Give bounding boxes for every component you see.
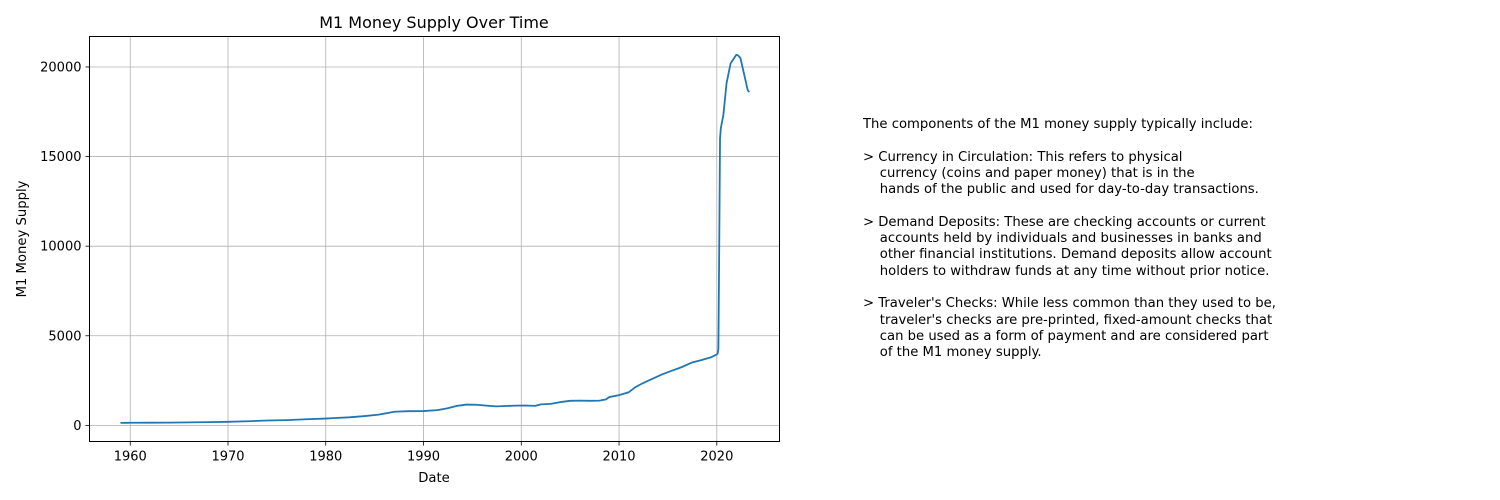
- m1-line-chart: M1 Money Supply Over Time 1960 1970 1980 19…: [15, 13, 780, 486]
- note-line: can be used as a form of payment and are…: [863, 328, 1269, 344]
- x-tick-label: 1960: [114, 450, 147, 465]
- note-line: hands of the public and used for day-to-…: [863, 182, 1259, 198]
- x-tick-label: 2000: [505, 450, 538, 465]
- note-line: traveler's checks are pre-printed, fixed…: [863, 312, 1273, 328]
- note-line: > Traveler's Checks: While less common t…: [863, 296, 1276, 312]
- note-line: > Currency in Circulation: This refers t…: [863, 149, 1183, 165]
- note-line: accounts held by individuals and busines…: [863, 231, 1262, 247]
- note-line: The components of the M1 money supply ty…: [863, 117, 1253, 132]
- note-spacer: [863, 133, 1423, 149]
- y-tick-label: 20000: [40, 60, 81, 75]
- note-line: holders to withdraw funds at any time wi…: [863, 263, 1270, 279]
- chart-title: M1 Money Supply Over Time: [319, 13, 549, 32]
- note-line: > Demand Deposits: These are checking ac…: [863, 214, 1266, 230]
- grid: [89, 36, 780, 442]
- x-tick-label: 1990: [407, 450, 440, 465]
- note-spacer: [863, 198, 1423, 214]
- x-tick-label: 1970: [211, 450, 244, 465]
- x-axis-ticks: 1960 1970 1980 1990 2000 2010 2020: [114, 441, 733, 465]
- plot-frame: [89, 36, 780, 442]
- series-line: [120, 53, 751, 424]
- note-line: of the M1 money supply.: [863, 345, 1042, 361]
- y-tick-label: 0: [73, 419, 81, 434]
- y-axis-ticks: 0 5000 10000 15000 20000: [40, 60, 90, 434]
- y-tick-label: 15000: [40, 150, 81, 165]
- note-line: currency (coins and paper money) that is…: [863, 165, 1195, 181]
- note-line: other financial institutions. Demand dep…: [863, 247, 1272, 263]
- x-axis-label: Date: [418, 471, 450, 486]
- plot-lines: [120, 53, 751, 424]
- x-tick-label: 1980: [309, 450, 342, 465]
- x-tick-label: 2010: [602, 450, 635, 465]
- y-axis-label: M1 Money Supply: [15, 180, 30, 297]
- x-tick-label: 2020: [700, 450, 733, 465]
- note-spacer: [863, 280, 1423, 296]
- m1-components-note: The components of the M1 money supply ty…: [863, 117, 1423, 361]
- y-tick-label: 10000: [40, 240, 81, 255]
- y-tick-label: 5000: [48, 329, 81, 344]
